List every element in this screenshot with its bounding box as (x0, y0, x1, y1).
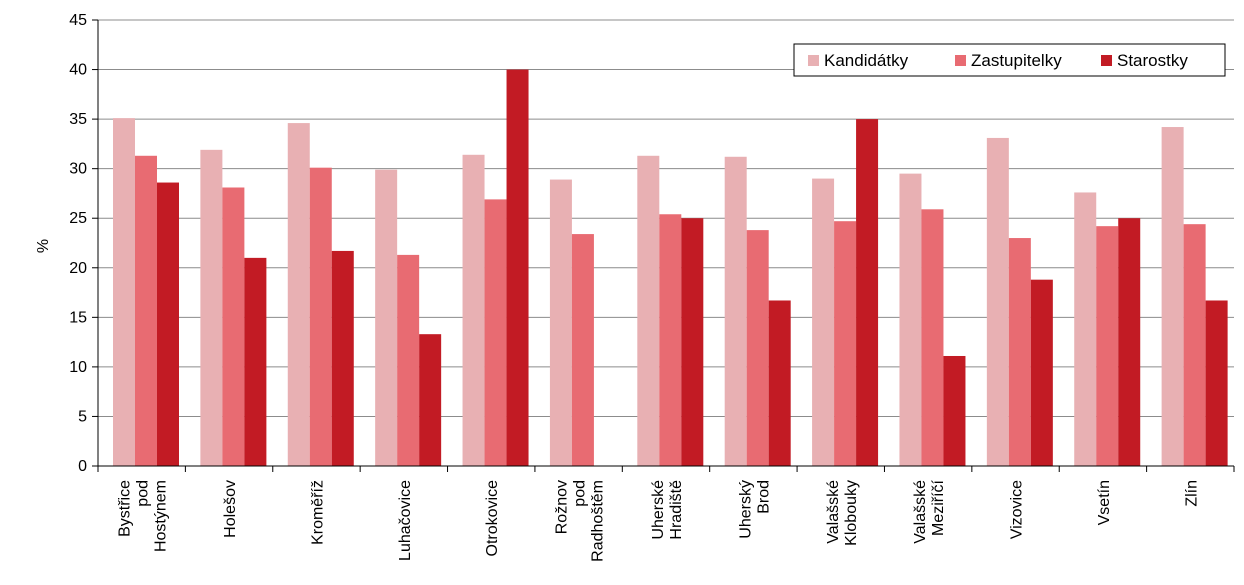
bar-starostky-11 (1118, 218, 1141, 466)
bar-starostky-9 (943, 355, 966, 466)
x-category-label: Vsetín (1096, 480, 1113, 525)
x-category-label: Rožnov pod Radhoštěm (554, 480, 607, 562)
y-axis-title: % (35, 239, 52, 253)
bar-zastupitelky-3 (397, 254, 420, 466)
legend: Kandidátky Zastupitelky Starostky (793, 43, 1226, 77)
x-category-label: Holešov (222, 480, 239, 538)
x-category-label: Bystřice pod Hostýnem (117, 480, 170, 552)
x-tick-label: Hostýnem (153, 480, 170, 552)
x-category-label: Zlín (1183, 480, 1200, 507)
y-tick-label: 45 (69, 12, 87, 29)
x-category-label: Kroměříž (309, 480, 326, 545)
x-tick-label: Vsetín (1096, 480, 1113, 525)
bar-kandidátky-1 (200, 149, 223, 466)
bar-kandidátky-2 (287, 123, 310, 466)
bar-zastupitelky-11 (1096, 226, 1119, 466)
y-tick-label: 35 (69, 111, 87, 128)
x-tick-label: Bystřice (117, 480, 134, 537)
legend-swatch-starostky (1101, 55, 1112, 66)
bar-starostky-1 (244, 257, 267, 466)
bar-starostky-12 (1205, 300, 1228, 466)
y-tick-label: 0 (78, 458, 87, 475)
bars (113, 69, 1228, 467)
x-tick-label: Radhoštěm (590, 480, 607, 562)
bar-starostky-6 (681, 218, 704, 466)
x-category-label: Uherské Hradiště (650, 480, 685, 540)
x-category-label: Luhačovice (397, 480, 414, 561)
bar-kandidátky-11 (1074, 192, 1097, 466)
bar-kandidátky-6 (637, 155, 660, 466)
x-tick-label: Vizovice (1009, 480, 1026, 539)
bar-starostky-7 (768, 300, 791, 466)
x-category-labels: Bystřice pod Hostýnem Holešov Kroměříž Luhačo… (117, 479, 1201, 561)
bar-kandidátky-7 (724, 156, 747, 467)
bar-zastupitelky-7 (746, 230, 769, 466)
bar-kandidátky-0 (113, 118, 135, 467)
bar-starostky-0 (157, 182, 179, 466)
legend-swatch-kandidátky (808, 55, 819, 66)
x-tick-label: pod (572, 480, 589, 507)
x-tick-label: Uherské (650, 480, 667, 540)
legend-swatch-zastupitelky (955, 55, 966, 66)
x-tick-label: Valašské (912, 480, 929, 544)
y-tick-label: 20 (69, 260, 87, 277)
x-tick-label: Kroměříž (309, 480, 326, 545)
x-tick-label: Holešov (222, 480, 239, 538)
bar-starostky-2 (331, 250, 354, 466)
y-tick-labels: 0 5 10 15 20 25 30 35 40 45 (69, 12, 87, 475)
x-tick-label: Meziříčí (930, 479, 947, 536)
bar-zastupitelky-9 (921, 209, 944, 466)
legend-box (793, 43, 1226, 77)
x-tick-label: Uherský (737, 480, 754, 539)
legend-label-starostky: Starostky (1117, 51, 1188, 70)
y-tick-label: 5 (78, 408, 87, 425)
x-category-label: Valašské Meziříčí (912, 479, 947, 543)
x-tick-label: Luhačovice (397, 480, 414, 561)
x-tick-label: Valašské (825, 480, 842, 544)
bar-kandidátky-10 (986, 137, 1009, 467)
x-tick-label: Zlín (1183, 480, 1200, 507)
x-tick-label: Rožnov (554, 480, 571, 534)
y-tick-label: 30 (69, 161, 87, 178)
bar-starostky-10 (1030, 279, 1053, 466)
legend-label-kandidátky: Kandidátky (824, 51, 909, 70)
bar-zastupitelky-5 (571, 234, 594, 466)
bar-zastupitelky-4 (484, 199, 507, 466)
bar-kandidátky-5 (549, 179, 572, 466)
x-tick-label: Otrokovice (484, 480, 501, 557)
bar-kandidátky-9 (899, 173, 922, 466)
bar-starostky-4 (506, 69, 529, 467)
axes (92, 19, 1235, 472)
x-tick-label: Hradiště (668, 480, 685, 540)
legend-label-zastupitelky: Zastupitelky (971, 51, 1062, 70)
bar-starostky-3 (419, 334, 442, 466)
x-tick-label: Klobouky (843, 480, 860, 546)
bar-zastupitelky-2 (309, 167, 332, 467)
y-tick-label: 15 (69, 309, 87, 326)
bar-kandidátky-4 (462, 154, 485, 466)
x-category-label: Uherský Brod (737, 480, 772, 539)
x-tick-label: pod (135, 480, 152, 507)
bar-zastupitelky-8 (834, 221, 857, 466)
bar-kandidátky-12 (1161, 127, 1184, 466)
y-tick-label: 10 (69, 359, 87, 376)
bar-starostky-8 (856, 119, 879, 466)
x-category-label: Valašské Klobouky (825, 480, 860, 546)
bar-kandidátky-3 (375, 169, 398, 466)
y-tick-label: 40 (69, 62, 87, 79)
x-tick-label: Brod (755, 480, 772, 514)
x-category-label: Otrokovice (484, 480, 501, 557)
bar-zastupitelky-1 (222, 187, 245, 466)
bar-kandidátky-8 (812, 178, 835, 467)
bar-zastupitelky-0 (135, 155, 157, 466)
bar-zastupitelky-10 (1008, 238, 1031, 466)
bar-zastupitelky-12 (1183, 224, 1206, 466)
x-category-label: Vizovice (1009, 480, 1026, 539)
bar-zastupitelky-6 (659, 214, 682, 466)
y-tick-label: 25 (69, 210, 87, 227)
